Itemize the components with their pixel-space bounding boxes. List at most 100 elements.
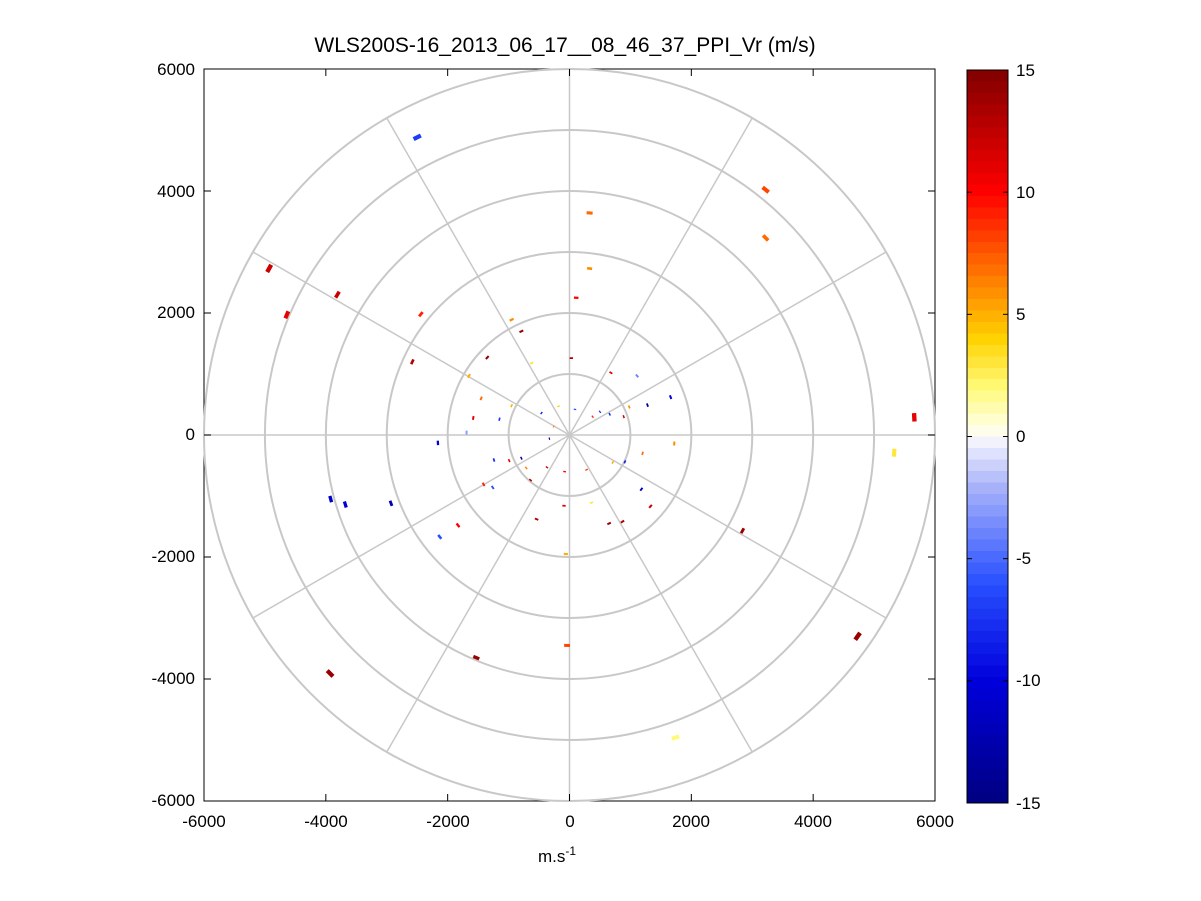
x-tick-label: 2000 <box>672 812 710 831</box>
data-point <box>492 458 496 462</box>
data-point <box>591 415 594 419</box>
data-point <box>648 504 653 509</box>
data-point <box>761 185 770 194</box>
data-point <box>573 408 577 411</box>
data-point <box>283 310 291 320</box>
data-point <box>585 468 589 471</box>
axes-ticks <box>203 68 936 802</box>
data-point <box>540 411 543 415</box>
data-point <box>265 263 274 274</box>
data-point <box>563 470 567 473</box>
x-tick-label: -6000 <box>182 812 225 831</box>
data-point <box>510 403 514 408</box>
data-point <box>552 425 555 428</box>
data-point <box>627 405 631 409</box>
data-point <box>519 329 524 334</box>
grid-ring <box>385 251 754 619</box>
colorbar-tick-label: -10 <box>1016 671 1041 690</box>
grid-ring <box>263 129 876 741</box>
data-point <box>490 485 495 490</box>
data-point <box>609 371 613 375</box>
data-point <box>589 501 594 505</box>
data-point <box>573 296 579 300</box>
data-point <box>586 211 593 215</box>
data-point <box>479 396 483 401</box>
data-point <box>471 415 475 420</box>
data-point <box>485 355 490 360</box>
y-tick-label: 0 <box>186 425 195 444</box>
data-point <box>342 501 348 509</box>
data-point <box>646 403 649 408</box>
data-point <box>564 643 570 647</box>
data-point <box>418 311 424 318</box>
colorbar-ticks <box>967 69 1008 804</box>
data-point <box>557 405 560 408</box>
data-point <box>608 412 611 416</box>
data-point <box>606 521 612 526</box>
data-point <box>569 357 574 360</box>
data-point <box>639 487 644 492</box>
y-tick-label: 4000 <box>157 182 195 201</box>
data-point <box>534 517 539 521</box>
x-tick-label: 0 <box>565 812 574 831</box>
data-point <box>465 430 468 435</box>
data-point <box>509 317 515 322</box>
data-point <box>524 466 528 470</box>
data-point <box>635 373 640 378</box>
data-point <box>410 358 415 365</box>
data-point <box>334 290 341 299</box>
data-point <box>761 234 770 242</box>
data-point <box>528 478 533 482</box>
data-point <box>507 458 511 463</box>
data-point <box>641 451 644 456</box>
colorbar-tick-label: 0 <box>1016 427 1025 446</box>
data-point <box>739 527 746 534</box>
x-axis-label: m.s-1 <box>538 844 576 866</box>
colorbar-tick-label: -5 <box>1016 549 1031 568</box>
data-point <box>911 413 917 422</box>
colorbar-tick-label: 10 <box>1016 183 1035 202</box>
data-point <box>586 266 593 271</box>
x-axis-label-text: m.s <box>538 847 565 866</box>
colorbar-tick-label: -15 <box>1016 794 1041 813</box>
data-point <box>455 522 461 528</box>
x-tick-label: -4000 <box>304 812 347 831</box>
data-point <box>498 417 501 421</box>
data-point <box>562 504 566 507</box>
grid-ring <box>507 373 632 497</box>
data-point <box>545 465 549 469</box>
data-point <box>328 495 334 503</box>
data-point <box>563 552 568 556</box>
data-point <box>437 534 443 540</box>
y-tick-label: -2000 <box>152 547 195 566</box>
data-point <box>622 415 625 419</box>
y-tick-label: 6000 <box>157 60 195 79</box>
data-point <box>412 133 422 142</box>
data-point <box>620 519 625 524</box>
data-point <box>436 440 440 446</box>
colorbar-tick-label: 15 <box>1016 61 1035 80</box>
x-axis-label-superscript: -1 <box>565 844 576 858</box>
grid-ring <box>446 312 693 558</box>
data-point <box>388 500 394 507</box>
data-point <box>467 373 471 379</box>
x-tick-label: 6000 <box>916 812 954 831</box>
x-tick-label: -2000 <box>426 812 469 831</box>
data-point <box>671 734 680 741</box>
y-tick-label: -6000 <box>152 791 195 810</box>
data-point <box>853 631 862 642</box>
data-point <box>891 448 897 457</box>
data-point <box>598 410 602 414</box>
y-tick-label: -4000 <box>152 669 195 688</box>
chart-title: WLS200S-16_2013_06_17__08_46_37_PPI_Vr (… <box>314 34 815 57</box>
data-point <box>673 441 676 446</box>
data-point <box>520 456 523 460</box>
data-point <box>548 437 551 440</box>
data-point <box>668 394 673 400</box>
data-point <box>481 482 486 487</box>
data-points <box>265 133 917 741</box>
data-point <box>611 460 615 465</box>
y-tick-label: 2000 <box>157 303 195 322</box>
colorbar-tick-label: 5 <box>1016 305 1025 324</box>
